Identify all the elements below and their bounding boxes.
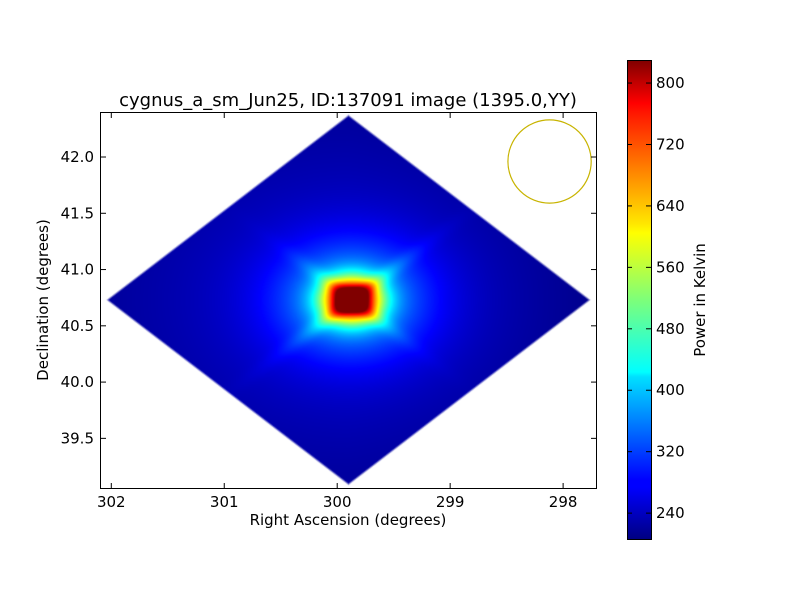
x-axis: 302 301 300 299 298 (97, 112, 577, 511)
x-axis-label: Right Ascension (degrees) (250, 511, 447, 529)
chart-title: cygnus_a_sm_Jun25, ID:137091 image (1395… (119, 90, 577, 111)
colorbar-tick-label: 720 (656, 135, 685, 153)
colorbar-frame (627, 60, 652, 540)
y-axis-label: Declination (degrees) (34, 219, 52, 381)
y-tick-label: 39.5 (61, 429, 94, 447)
colorbar-tick-label: 800 (656, 74, 685, 92)
colorbar-gradient (627, 60, 651, 540)
colorbar: 240 320 400 480 560 640 720 800 Power in Kelvin (627, 60, 709, 540)
colorbar-tick-label: 560 (656, 258, 685, 276)
y-tick-label: 42.0 (61, 148, 94, 166)
colorbar-label: Power in Kelvin (691, 243, 709, 357)
colorbar-tick-label: 240 (656, 504, 685, 522)
colorbar-ticks: 240 320 400 480 560 640 720 800 (627, 74, 685, 522)
colorbar-tick-label: 480 (656, 320, 685, 338)
x-tick-label: 302 (97, 493, 126, 511)
y-tick-label: 41.5 (61, 204, 94, 222)
x-tick-label: 298 (549, 493, 578, 511)
x-tick-label: 300 (323, 493, 352, 511)
heatmap-image (100, 112, 597, 489)
colorbar-tick-label: 640 (656, 197, 685, 215)
beam-circle (507, 119, 592, 204)
colorbar-tick-label: 320 (656, 443, 685, 461)
y-tick-label: 40.5 (61, 317, 94, 335)
colorbar-tick-label: 400 (656, 381, 685, 399)
y-axis: 39.5 40.0 40.5 41.0 41.5 42.0 (61, 148, 597, 447)
y-tick-label: 41.0 (61, 261, 94, 279)
y-tick-label: 40.0 (61, 373, 94, 391)
x-tick-label: 301 (210, 493, 239, 511)
plot-area (100, 112, 597, 489)
x-tick-label: 299 (436, 493, 465, 511)
plot-frame (100, 112, 597, 489)
